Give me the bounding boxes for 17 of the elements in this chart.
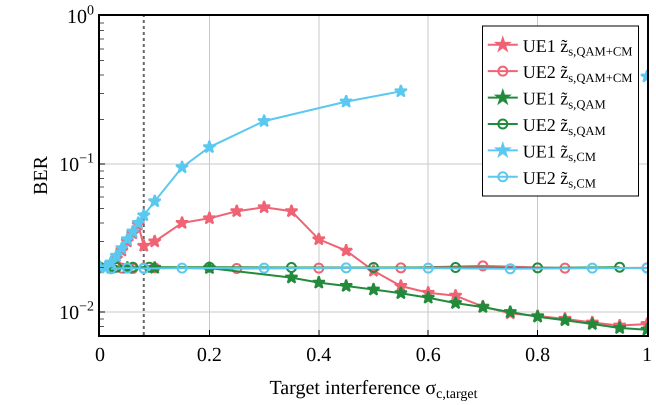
legend-label: UE2 z̃$_{s,CM}$ [522, 168, 596, 191]
y-tick-label: 10$^{−2}$ [59, 300, 94, 324]
x-tick-label: 0 [95, 344, 105, 366]
x-tick-label: 0.8 [525, 344, 550, 366]
legend-label: UE1 z̃$_{s,QAM}$ [522, 88, 606, 112]
x-tick-label: 1 [642, 344, 652, 366]
x-axis-title: Target interference σ$_{c,target}$ [269, 377, 478, 402]
x-tick-label: 0.6 [416, 344, 441, 366]
y-tick-label: 10$^{0}$ [67, 4, 94, 28]
legend-label: UE1 z̃$_{s,CM}$ [522, 141, 596, 164]
legend-label: UE2 z̃$_{s,QAM+CM}$ [522, 62, 632, 85]
x-tick-label: 0.2 [196, 344, 222, 366]
x-tick-label: 0.4 [306, 344, 332, 366]
legend-label: UE2 z̃$_{s,QAM}$ [522, 114, 606, 138]
legend-label: UE1 z̃$_{s,QAM+CM}$ [522, 36, 632, 59]
y-axis-title: BER [30, 155, 52, 195]
y-tick-label: 10$^{−1}$ [59, 152, 94, 176]
